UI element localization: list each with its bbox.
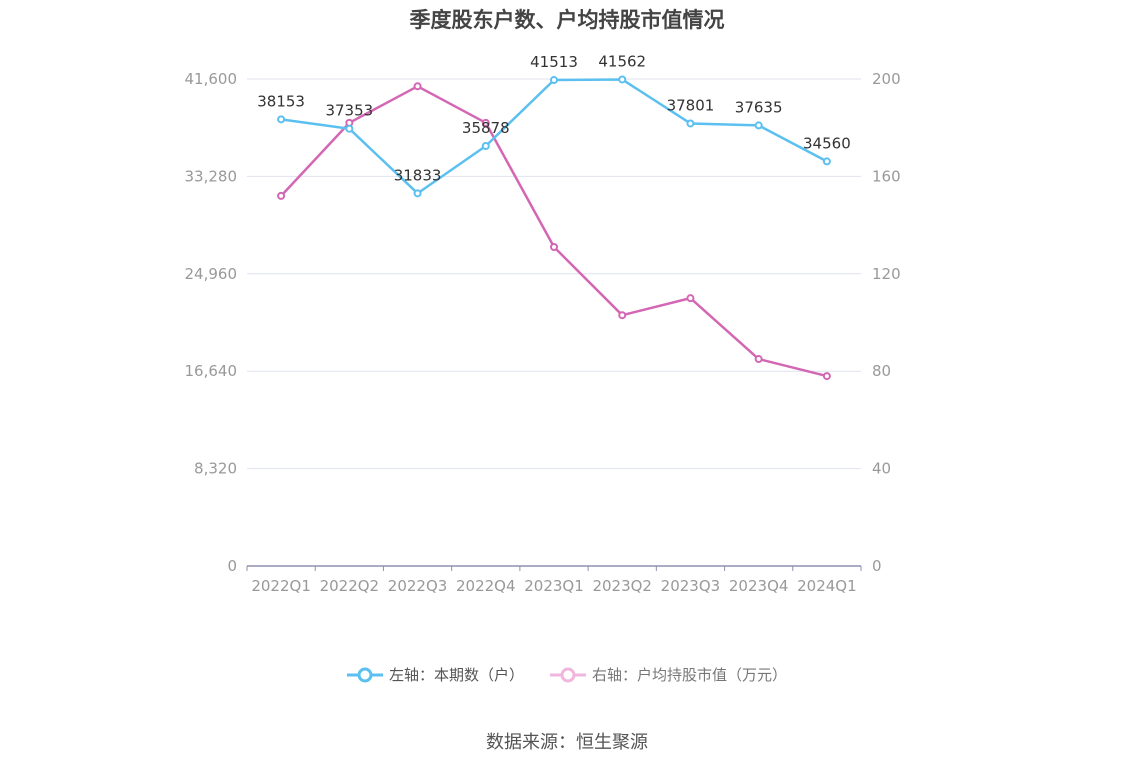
series-line-holding-value [280,85,828,378]
data-point-holding-value [550,243,558,252]
data-point-holding-value [822,372,831,381]
legend: 左轴：本期数（户） 右轴：户均持股市值（万元） [0,664,1134,685]
x-axis-tick-label: 2023Q4 [729,577,789,595]
data-point-households [345,124,354,133]
x-axis-tick-label: 2024Q1 [797,577,857,595]
data-point-households [618,75,627,84]
data-point-households [277,115,286,124]
legend-label-households: 左轴：本期数（户） [388,666,524,684]
legend-households-icon [346,667,383,682]
data-label: 37353 [325,102,373,120]
left-axis-tick-label: 41,600 [185,70,238,88]
left-axis-tick-label: 0 [227,557,237,575]
data-label: 31833 [394,166,442,184]
data-label: 37801 [667,96,715,114]
data-point-households [481,141,490,150]
data-label: 38153 [257,92,305,110]
data-point-holding-value [413,82,422,91]
right-axis-tick-label: 40 [872,460,891,478]
left-axis-tick-label: 8,320 [194,460,237,478]
x-axis-tick-label: 2023Q1 [524,577,584,595]
source-note: 数据来源：恒生聚源 [486,732,648,753]
data-label: 35878 [462,119,510,137]
x-axis-tick-label: 2022Q1 [251,577,311,595]
data-label: 41562 [598,52,646,70]
chart-title: 季度股东户数、户均持股市值情况 [409,8,725,32]
x-axis-tick-label: 2022Q3 [388,577,448,595]
data-label: 37635 [735,98,783,116]
x-axis-tick-label: 2023Q2 [592,577,652,595]
data-label: 41513 [530,53,578,71]
data-point-households [822,157,831,166]
left-axis-tick-label: 16,640 [185,362,238,380]
data-point-holding-value [754,355,763,364]
right-axis-tick-label: 160 [872,167,901,185]
left-axis-tick-label: 33,280 [185,167,238,185]
data-point-households [413,189,422,198]
x-axis-tick-label: 2023Q3 [661,577,721,595]
data-label: 34560 [803,134,851,152]
legend-item-holding-value[interactable]: 右轴：户均持股市值（万元） [550,664,787,685]
data-point-households [754,121,763,130]
right-axis-tick-label: 200 [872,70,901,88]
legend-holding-value-icon [550,667,586,682]
right-axis-tick-label: 120 [872,265,901,283]
x-axis-tick-label: 2022Q4 [456,577,516,595]
data-point-holding-value [481,118,490,127]
left-axis-tick-label: 24,960 [185,265,238,283]
right-axis-tick-label: 0 [872,557,882,575]
data-point-households [550,76,558,85]
legend-item-households[interactable]: 左轴：本期数（户） [346,664,524,685]
data-point-holding-value [686,294,695,303]
x-axis-tick-label: 2022Q2 [320,577,380,595]
legend-label-holding-value: 右轴：户均持股市值（万元） [592,666,788,684]
data-point-households [686,119,695,128]
data-point-holding-value [277,191,286,200]
right-axis-tick-label: 80 [872,362,891,380]
data-point-holding-value [618,311,627,320]
